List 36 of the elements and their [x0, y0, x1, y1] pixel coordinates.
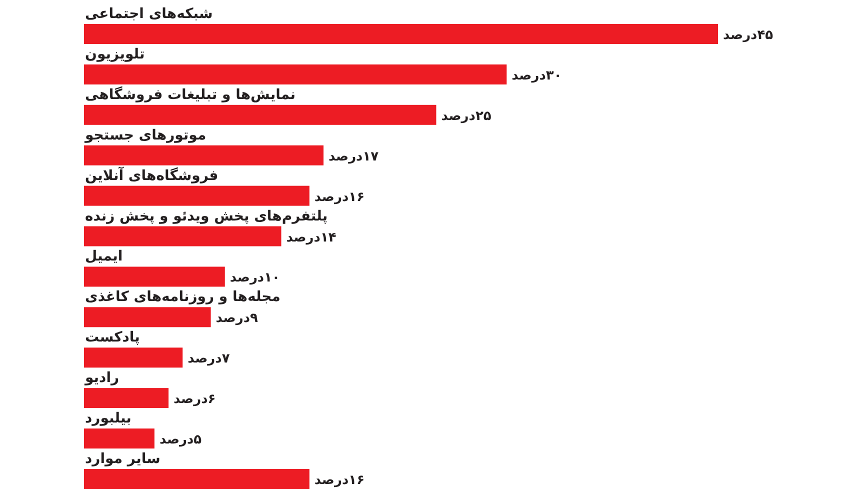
data-label: ۷درصد [188, 352, 230, 367]
y-tick-label: ایمیل [85, 248, 123, 265]
y-tick-label: موتورهای جستجو [84, 127, 206, 144]
bar [84, 388, 169, 408]
y-tick-label: رادیو [84, 370, 120, 386]
data-label: ۳۰درصد [512, 68, 562, 84]
data-label: ۱۶درصد [314, 190, 365, 205]
y-tick-label: پلتفرم‌های پخش ویدئو و پخش زنده [85, 208, 328, 224]
y-tick-label: شبکه‌های اجتماعی [85, 6, 213, 22]
data-label: ۵درصد [159, 432, 202, 448]
y-tick-label: تلویزیون [85, 46, 145, 62]
bar [84, 186, 310, 206]
y-tick-label: نمایش‌ها و تبلیغات فروشگاهی [85, 86, 296, 103]
y-tick-label: فروشگاه‌های آنلاین [85, 166, 218, 184]
data-label: ۹درصد [216, 311, 258, 326]
y-tick-label: مجله‌ها و روزنامه‌های کاغذی [85, 289, 280, 306]
bar [84, 145, 324, 166]
data-label: ۱۶درصد [314, 472, 365, 488]
bar [84, 468, 310, 489]
bar [84, 226, 282, 246]
bar [84, 348, 183, 368]
bar [84, 24, 718, 44]
data-label: ۱۰درصد [230, 270, 280, 286]
bar [84, 307, 211, 328]
data-label: ۴۵درصد [723, 28, 774, 43]
bar [84, 104, 436, 125]
data-label: ۱۷درصد [328, 149, 379, 164]
data-label: ۶درصد [174, 392, 216, 408]
y-tick-label: بیلبورد [85, 410, 132, 426]
data-label: ۲۵درصد [441, 108, 492, 124]
data-label: ۱۴درصد [286, 230, 336, 246]
bar [84, 64, 507, 84]
bar [84, 428, 154, 448]
y-tick-label: پادکست [85, 330, 140, 346]
bar [84, 266, 225, 287]
y-tick-label: سایر موارد [85, 450, 160, 467]
